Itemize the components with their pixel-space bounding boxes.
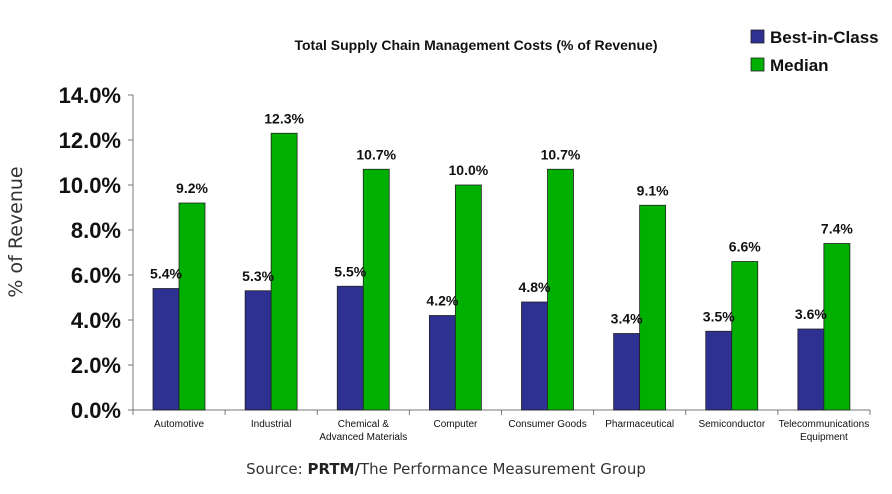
bar-chart: Total Supply Chain Management Costs (% o…	[5, 28, 879, 443]
x-axis: Automotive Industrial Chemical & Advanced M…	[132, 409, 871, 443]
data-label: 9.1%	[637, 182, 669, 198]
x-tick-label: Telecommunications Equipment	[779, 419, 870, 443]
data-label: 3.5%	[703, 308, 735, 324]
y-tick-label: 10.0%	[59, 173, 121, 198]
x-tick-label: Chemical & Advanced Materials	[319, 419, 407, 443]
bar-median	[639, 204, 667, 411]
x-tick-label: Pharmaceutical	[605, 419, 674, 430]
data-label: 9.2%	[176, 180, 208, 196]
x-tick-label: Automotive	[154, 419, 204, 430]
bar-best-in-class	[244, 290, 272, 411]
legend-label: Median	[770, 56, 829, 75]
data-label: 10.0%	[449, 162, 489, 178]
bar-median	[178, 202, 206, 411]
y-tick-label: 6.0%	[71, 263, 121, 288]
bar-best-in-class	[797, 328, 825, 411]
data-label: 3.4%	[611, 311, 643, 327]
y-tick-label: 0.0%	[71, 398, 121, 423]
bar-median	[547, 168, 574, 411]
y-tick-label: 4.0%	[71, 308, 121, 333]
bar-median	[362, 168, 390, 411]
data-label: 5.4%	[150, 266, 182, 282]
y-tick-label: 8.0%	[71, 218, 121, 243]
data-label: 4.8%	[519, 279, 551, 295]
bar-median	[823, 243, 851, 411]
source-org: PRTM/	[307, 460, 360, 478]
y-tick-label: 2.0%	[71, 353, 121, 378]
bar-best-in-class	[613, 333, 641, 411]
source-note: Source: PRTM/The Performance Measurement…	[0, 460, 892, 478]
bar-best-in-class	[336, 285, 364, 411]
source-rest: The Performance Measurement Group	[359, 460, 646, 478]
data-label: 10.7%	[541, 146, 581, 162]
bar-best-in-class	[705, 330, 733, 411]
x-tick-label: Industrial	[251, 419, 292, 430]
y-axis: 0.0% 2.0% 4.0% 6.0% 8.0% 10.0% 12.0% 14.0%	[59, 83, 134, 423]
data-label: 3.6%	[795, 306, 827, 322]
data-label: 12.3%	[264, 110, 304, 126]
data-label: 5.3%	[242, 268, 274, 284]
bar-best-in-class	[428, 315, 456, 411]
legend-swatch	[750, 57, 765, 72]
y-axis-label: % of Revenue	[5, 166, 27, 297]
y-tick-label: 12.0%	[59, 128, 121, 153]
legend-label: Best-in-Class	[770, 28, 879, 47]
x-tick-label: Computer	[433, 419, 478, 430]
source-prefix: Source:	[246, 460, 308, 478]
x-tick-label: Consumer Goods	[508, 419, 586, 430]
bar-best-in-class	[152, 288, 180, 411]
y-tick-label: 14.0%	[59, 83, 121, 108]
data-label: 10.7%	[356, 146, 396, 162]
data-label: 7.4%	[821, 221, 853, 237]
bars-group	[152, 132, 851, 411]
value-labels-group: 5.4% 5.3% 5.5% 4.2% 4.8% 3.4% 3.5% 3.6% 9.2% 12.3…	[150, 110, 853, 326]
bar-median	[731, 261, 759, 411]
bar-median	[270, 132, 298, 411]
bar-median	[454, 184, 482, 411]
legend-swatch	[750, 29, 765, 44]
bar-best-in-class	[521, 301, 548, 411]
data-label: 5.5%	[334, 263, 366, 279]
data-label: 6.6%	[729, 239, 761, 255]
chart-title: Total Supply Chain Management Costs (% o…	[294, 37, 657, 53]
x-tick-label: Semiconductor	[698, 419, 765, 430]
data-label: 4.2%	[426, 293, 458, 309]
legend: Best-in-Class Median	[750, 28, 879, 75]
